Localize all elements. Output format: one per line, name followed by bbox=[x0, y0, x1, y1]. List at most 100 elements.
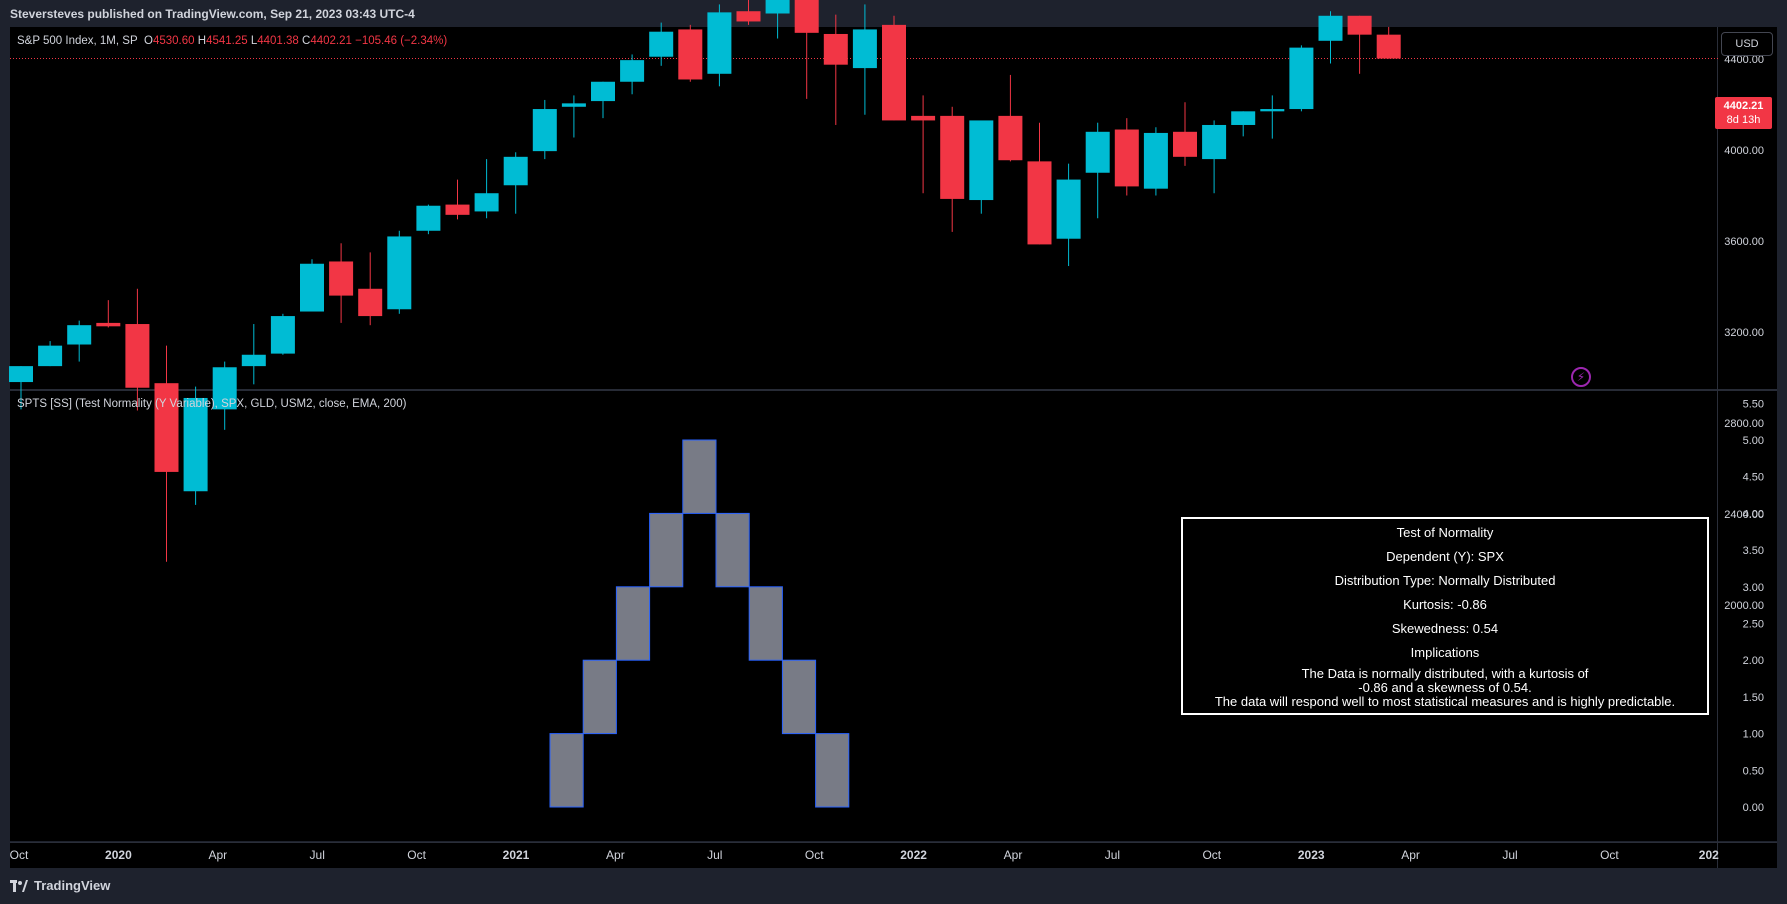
candle-body bbox=[445, 204, 470, 215]
time-axis[interactable] bbox=[10, 843, 1718, 868]
time-tick-label: Jul bbox=[1502, 848, 1517, 862]
price-tick-label: 2800.00 bbox=[1724, 418, 1764, 430]
candle-body bbox=[940, 115, 965, 199]
table-skewness: Skewedness: 0.54 bbox=[1391, 621, 1499, 636]
candle-body bbox=[38, 345, 63, 367]
currency-button[interactable]: USD bbox=[1721, 32, 1773, 56]
time-tick-label: Apr bbox=[606, 848, 625, 862]
time-tick-label: Jul bbox=[1105, 848, 1120, 862]
indicator-ticks: 5.50 5.00 4.50 4.00 3.50 3.00 2.50 2.00 1.50 1.00… bbox=[1743, 398, 1764, 814]
candle-body bbox=[212, 367, 237, 410]
candle-body bbox=[852, 29, 877, 69]
low-label: L bbox=[250, 35, 258, 47]
main-legend: S&P 500 Index, 1M, SP O4530.60 H4541.25 … bbox=[17, 35, 447, 47]
tradingview-logo-icon bbox=[10, 880, 28, 892]
table-kurtosis: Kurtosis: -0.86 bbox=[1403, 597, 1487, 612]
bar-countdown: 8d 13h bbox=[1726, 114, 1761, 126]
candle-body bbox=[241, 354, 266, 367]
price-tick-label: 3200.00 bbox=[1724, 327, 1764, 339]
indicator-title[interactable]: SPTS [SS] (Test Normality (Y Variable), … bbox=[17, 398, 407, 410]
publish-info: Steversteves published on TradingView.co… bbox=[10, 7, 415, 21]
high-label: H bbox=[197, 35, 207, 47]
footer: TradingView bbox=[0, 868, 1787, 904]
implications-line-2: -0.86 and a skewness of 0.54. bbox=[1358, 680, 1532, 695]
table-implications: The Data is normally distributed, with a… bbox=[1183, 667, 1707, 709]
footer-brand: TradingView bbox=[34, 878, 111, 893]
alert-lightning-icon[interactable]: ⚡ bbox=[1571, 367, 1591, 387]
time-ticks: Oct 2020 Apr Jul Oct 2021 Apr Jul Oct 2022 Apr Jul O… bbox=[10, 848, 1719, 862]
candle-body bbox=[1202, 124, 1227, 160]
implications-line-1: The Data is normally distributed, with a… bbox=[1301, 666, 1589, 681]
change-value: −105.46 (−2.34%) bbox=[355, 35, 448, 47]
open-label: O bbox=[144, 35, 153, 47]
candle-body bbox=[67, 325, 92, 345]
candle-body bbox=[329, 261, 354, 296]
price-pane[interactable] bbox=[10, 27, 1718, 389]
indicator-tick-label: 0.50 bbox=[1743, 765, 1764, 777]
time-tick-label: Oct bbox=[805, 848, 824, 862]
indicator-legend[interactable]: SPTS [SS] (Test Normality (Y Variable), … bbox=[17, 398, 406, 410]
histogram-bar bbox=[815, 733, 850, 808]
candle-body bbox=[1173, 131, 1197, 157]
indicator-tick-label: 5.50 bbox=[1743, 398, 1764, 410]
price-axis[interactable] bbox=[1718, 27, 1777, 389]
time-tick-label: Jul bbox=[310, 848, 325, 862]
candle-body bbox=[823, 33, 848, 65]
time-tick-label: Apr bbox=[1004, 848, 1023, 862]
candle-body bbox=[358, 288, 383, 317]
histogram-bar bbox=[781, 659, 817, 735]
candle-body bbox=[1056, 179, 1081, 239]
candle-body bbox=[882, 24, 906, 121]
histogram-bar bbox=[582, 659, 617, 735]
price-tick-label: 2000.00 bbox=[1724, 600, 1764, 612]
histogram-bar bbox=[549, 733, 584, 808]
time-tick-label: Apr bbox=[1401, 848, 1420, 862]
time-tick-label: 202 bbox=[1699, 848, 1719, 862]
high-value: 4541.25 bbox=[206, 35, 248, 47]
time-tick-label: Apr bbox=[208, 848, 227, 862]
candle-body bbox=[9, 366, 33, 383]
candle-body bbox=[591, 81, 615, 102]
candle-body bbox=[1376, 34, 1401, 59]
candle-body bbox=[300, 263, 324, 312]
time-tick-label: Oct bbox=[1202, 848, 1221, 862]
candles bbox=[9, 0, 1401, 562]
candle-body bbox=[736, 11, 761, 22]
indicator-axis[interactable] bbox=[1718, 391, 1777, 841]
candle-body bbox=[1347, 15, 1372, 35]
time-tick-label: Oct bbox=[407, 848, 426, 862]
low-value: 4401.38 bbox=[257, 35, 299, 47]
candle-body bbox=[765, 0, 790, 14]
candle-body bbox=[270, 316, 295, 354]
candle-body bbox=[503, 156, 528, 186]
candle-body bbox=[1085, 131, 1110, 173]
indicator-tick-label: 2.50 bbox=[1743, 619, 1764, 631]
indicator-tick-label: 2.00 bbox=[1743, 655, 1764, 667]
candle-body bbox=[1318, 15, 1343, 41]
candle-body bbox=[474, 193, 499, 212]
candle-body bbox=[532, 109, 557, 152]
histogram-bar bbox=[715, 512, 750, 588]
candle-body bbox=[998, 115, 1023, 161]
time-tick-label: Oct bbox=[1600, 848, 1619, 862]
candle-body bbox=[387, 236, 412, 310]
candle-body bbox=[96, 322, 121, 327]
symbol-name[interactable]: S&P 500 Index, 1M, SP bbox=[17, 35, 138, 47]
candle-body bbox=[1289, 47, 1314, 110]
indicator-tick-label: 4.50 bbox=[1743, 472, 1764, 484]
indicator-tick-label: 3.00 bbox=[1743, 582, 1764, 594]
price-tick-label: 4400.00 bbox=[1724, 54, 1764, 66]
price-tick-label: 4000.00 bbox=[1724, 145, 1764, 157]
price-tick-label: 3600.00 bbox=[1724, 236, 1764, 248]
candle-body bbox=[561, 103, 586, 107]
indicator-tick-label: 5.00 bbox=[1743, 435, 1764, 447]
open-value: 4530.60 bbox=[152, 35, 195, 47]
candle-body bbox=[1114, 129, 1139, 187]
histogram-bar bbox=[682, 439, 717, 514]
histogram bbox=[549, 439, 850, 808]
candle-body bbox=[1143, 132, 1168, 189]
last-price-label: 4402.21 8d 13h bbox=[1715, 97, 1772, 129]
